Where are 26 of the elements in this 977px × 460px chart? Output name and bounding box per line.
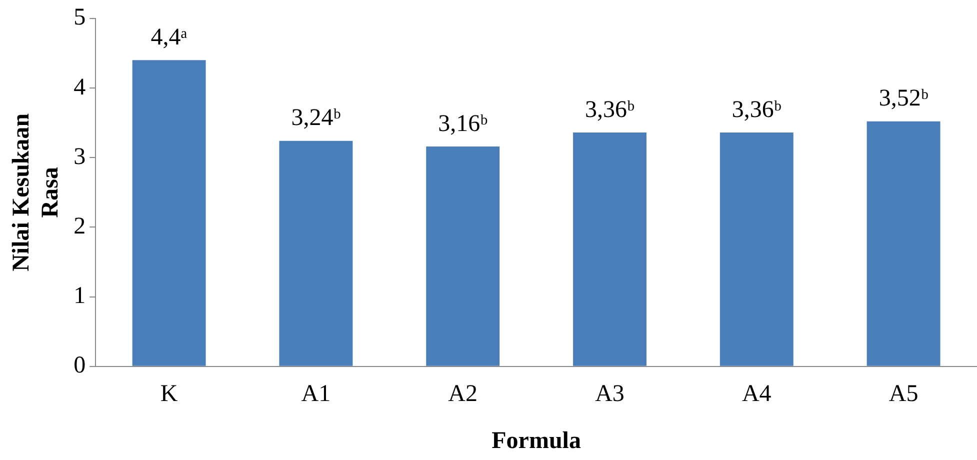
data-label: 3,36ᵇ [732, 96, 782, 123]
y-tick-label: 3 [74, 144, 86, 170]
y-tick-label: 1 [74, 283, 86, 310]
data-label: 4,4ᵃ [150, 24, 188, 50]
x-axis-title: Formula [492, 428, 581, 454]
bar [720, 132, 794, 366]
data-label: 3,16ᵇ [438, 110, 488, 137]
x-tick-label: K [160, 381, 178, 408]
y-tick-label: 2 [74, 213, 86, 240]
bar [573, 132, 646, 366]
y-tick-label: 0 [74, 352, 86, 379]
y-tick-label: 5 [74, 4, 86, 31]
x-tick-label: A1 [301, 381, 331, 408]
bar [132, 60, 206, 366]
x-tick-label: A2 [448, 381, 478, 408]
data-label: 3,24ᵇ [291, 105, 342, 132]
bar [866, 121, 940, 366]
data-label: 3,52ᵇ [878, 86, 929, 112]
bar [279, 140, 353, 366]
x-tick-label: A5 [888, 381, 918, 408]
x-tick-label: A4 [742, 381, 772, 408]
data-label: 3,36ᵇ [585, 96, 636, 123]
bar [426, 146, 500, 366]
x-tick-label: A3 [595, 381, 624, 408]
y-axis-title: Nilai Kesukaan Rasa [8, 113, 64, 272]
y-tick-label: 4 [74, 74, 86, 100]
